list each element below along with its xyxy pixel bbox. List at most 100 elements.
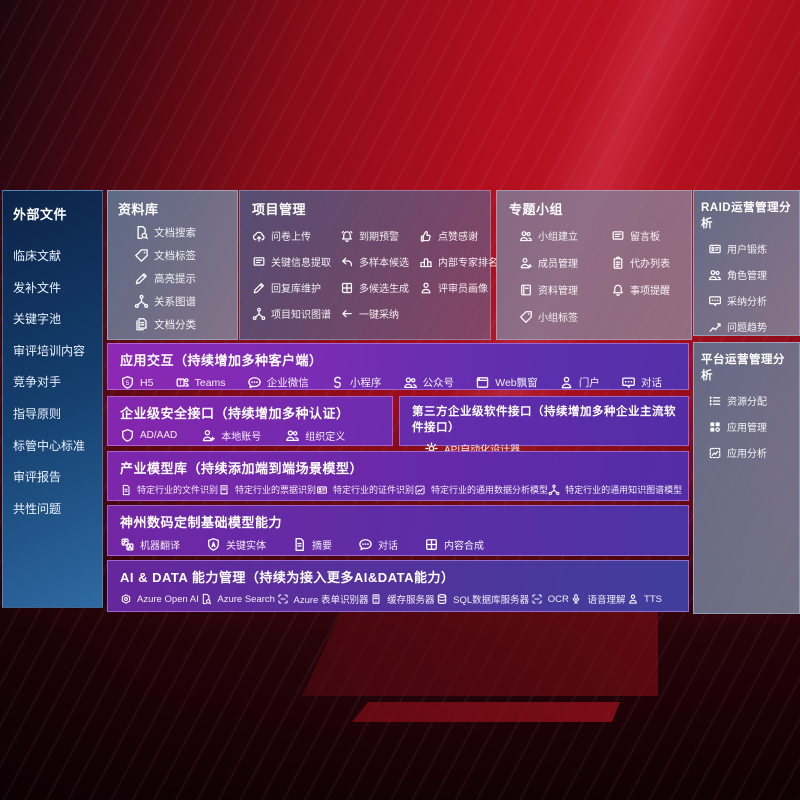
service-item[interactable]: 缓存服务器 bbox=[370, 592, 435, 606]
dc-base-model-row: 神州数码定制基础模型能力 机器翻译 关键实体 摘要 对话 内容合成 bbox=[107, 505, 689, 556]
tts-icon bbox=[627, 593, 639, 605]
chat-bubble-icon bbox=[358, 537, 373, 552]
capability-item[interactable]: 内容合成 bbox=[424, 537, 484, 552]
model-item[interactable]: 特定行业的票据识别 bbox=[218, 483, 316, 496]
external-file-item[interactable]: 共性问题 bbox=[13, 501, 62, 516]
feature-item[interactable]: 点赞感谢 bbox=[419, 228, 498, 243]
feature-item[interactable]: 代办列表 bbox=[611, 255, 679, 270]
feature-item[interactable]: 用户锻炼 bbox=[708, 241, 792, 256]
external-files-title: 外部文件 bbox=[13, 207, 68, 222]
feature-item[interactable]: 项目知识图谱 bbox=[252, 306, 340, 321]
feature-item[interactable]: 小组标签 bbox=[519, 309, 611, 324]
key-entity-icon bbox=[206, 537, 221, 552]
client-item[interactable]: 企业微信 bbox=[247, 375, 309, 390]
feature-item[interactable]: 到期预警 bbox=[340, 228, 419, 243]
feature-item[interactable]: 小组建立 bbox=[519, 228, 611, 243]
model-item[interactable]: 特定行业的文件识别 bbox=[120, 483, 218, 496]
feature-item[interactable]: 资料管理 bbox=[519, 282, 611, 297]
external-file-item[interactable]: 审评报告 bbox=[13, 470, 62, 485]
feature-item[interactable]: 评审员画像 bbox=[419, 280, 498, 295]
raid-analysis-title: RAID运营管理分析 bbox=[701, 202, 792, 230]
feature-item[interactable]: 多样本候选 bbox=[340, 254, 419, 269]
feature-item[interactable]: 一键采纳 bbox=[340, 306, 419, 321]
feature-item[interactable]: 问卷上传 bbox=[252, 228, 340, 243]
client-item[interactable]: H5 bbox=[120, 375, 153, 390]
knowledge-graph-icon bbox=[252, 307, 266, 321]
architecture-diagram: 外部文件 临床文献发补文件关键字池审评培训内容 竞争对手指导原则标管中心标准 审评报… bbox=[2, 190, 800, 614]
model-item[interactable]: 特定行业的证件识别 bbox=[316, 483, 414, 496]
external-file-item[interactable]: 指导原则 bbox=[13, 406, 62, 421]
feature-item[interactable]: 文档搜索 bbox=[134, 225, 227, 240]
info-extract-icon bbox=[252, 255, 266, 269]
data-analysis-model-icon bbox=[414, 484, 426, 496]
raid-analysis-block: RAID运营管理分析 用户锻炼 角色管理 采纳分析 问题趋势 bbox=[693, 190, 800, 336]
feature-item[interactable]: 高亮提示 bbox=[134, 271, 227, 286]
service-item[interactable]: TTS bbox=[627, 593, 662, 605]
ai-data-row: AI & DATA 能力管理（持续为接入更多AI&DATA能力） Azure O… bbox=[107, 560, 689, 612]
capability-item[interactable]: 摘要 bbox=[292, 537, 332, 552]
highlight-pencil-icon bbox=[134, 271, 149, 286]
capability-item[interactable]: 对话 bbox=[358, 537, 398, 552]
feature-item[interactable]: 文档标签 bbox=[134, 248, 227, 263]
platform-analysis-title: 平台运营管理分析 bbox=[701, 354, 785, 382]
auth-item[interactable]: 组织定义 bbox=[285, 428, 345, 443]
topic-group-grid: 小组建立 留言板 成员管理 代办列表 资料管理 事项提醒 bbox=[519, 228, 679, 324]
client-item[interactable]: Web飘窗 bbox=[475, 375, 538, 390]
feature-item[interactable]: 问题趋势 bbox=[708, 319, 792, 334]
model-item[interactable]: 特定行业的通用知识图谱模型 bbox=[548, 483, 682, 496]
feature-item[interactable]: 事项提醒 bbox=[611, 282, 679, 297]
service-item[interactable]: 语音理解 bbox=[570, 592, 625, 606]
model-item[interactable]: 特定行业的通用数据分析模型 bbox=[414, 483, 548, 496]
client-item[interactable]: Teams bbox=[175, 375, 226, 390]
industry-model-items: 特定行业的文件识别 特定行业的票据识别 特定行业的证件识别 特定行业的通用数据分… bbox=[120, 483, 682, 496]
external-file-item[interactable]: 关键字池 bbox=[13, 312, 62, 327]
auth-item[interactable]: AD/AAD bbox=[120, 428, 177, 443]
service-item[interactable]: SQL数据库服务器 bbox=[436, 592, 529, 606]
app-analytics-icon bbox=[708, 446, 722, 460]
feature-item[interactable]: 内部专家排名 bbox=[419, 254, 498, 269]
feature-item[interactable]: 多候选生成 bbox=[340, 280, 419, 295]
feature-item[interactable]: 文档分类 bbox=[134, 317, 227, 332]
client-item[interactable]: 公众号 bbox=[403, 375, 454, 390]
cloud-upload-icon bbox=[252, 229, 266, 243]
client-item[interactable]: 门户 bbox=[559, 375, 600, 390]
api-item[interactable]: API自动化设计器 bbox=[424, 441, 520, 456]
auth-item[interactable]: 本地账号 bbox=[201, 428, 261, 443]
capability-item[interactable]: 关键实体 bbox=[206, 537, 266, 552]
message-board-icon bbox=[611, 229, 625, 243]
capability-item[interactable]: 机器翻译 bbox=[120, 537, 180, 552]
feature-item[interactable]: 资源分配 bbox=[708, 393, 792, 408]
feature-item[interactable]: 关系图谱 bbox=[134, 294, 227, 309]
external-file-item[interactable]: 竞争对手 bbox=[13, 375, 62, 390]
mini-program-icon bbox=[330, 375, 345, 390]
external-file-item[interactable]: 审评培训内容 bbox=[13, 343, 86, 358]
file-recognize-icon bbox=[120, 484, 132, 496]
ranking-podium-icon bbox=[419, 255, 433, 269]
feature-item[interactable]: 回复库维护 bbox=[252, 280, 340, 295]
external-file-item[interactable]: 发补文件 bbox=[13, 280, 62, 295]
app-interaction-row: 应用交互（持续增加多种客户端） H5 Teams 企业微信 小程序 公众 bbox=[107, 343, 689, 390]
web-window-icon bbox=[475, 375, 490, 390]
service-item[interactable]: OCR bbox=[531, 593, 569, 605]
roles-people-icon bbox=[708, 268, 722, 282]
app-interaction-items: H5 Teams 企业微信 小程序 公众号 Web飘窗 bbox=[120, 375, 676, 390]
service-item[interactable]: Azure 表单识别器 bbox=[277, 592, 368, 606]
dc-base-model-items: 机器翻译 关键实体 摘要 对话 内容合成 bbox=[120, 537, 676, 552]
feature-item[interactable]: 应用管理 bbox=[708, 419, 792, 434]
external-file-item[interactable]: 临床文献 bbox=[13, 249, 62, 263]
feature-item[interactable]: 角色管理 bbox=[708, 267, 792, 282]
feature-item[interactable]: 应用分析 bbox=[708, 445, 792, 460]
feature-item[interactable]: 留言板 bbox=[611, 228, 679, 243]
client-item[interactable]: 对话 bbox=[621, 375, 662, 390]
service-item[interactable]: Azure Open AI bbox=[120, 593, 199, 605]
group-tag-icon bbox=[519, 310, 533, 324]
service-item[interactable]: Azure Search bbox=[200, 593, 275, 605]
feature-item[interactable]: 成员管理 bbox=[519, 255, 611, 270]
knowledge-graph-model-icon bbox=[548, 484, 560, 496]
receipt-recognize-icon bbox=[218, 484, 230, 496]
feature-item[interactable]: 采纳分析 bbox=[708, 293, 792, 308]
client-item[interactable]: 小程序 bbox=[330, 375, 381, 390]
external-file-item[interactable]: 标管中心标准 bbox=[13, 438, 86, 453]
feature-item[interactable]: 关键信息提取 bbox=[252, 254, 340, 269]
